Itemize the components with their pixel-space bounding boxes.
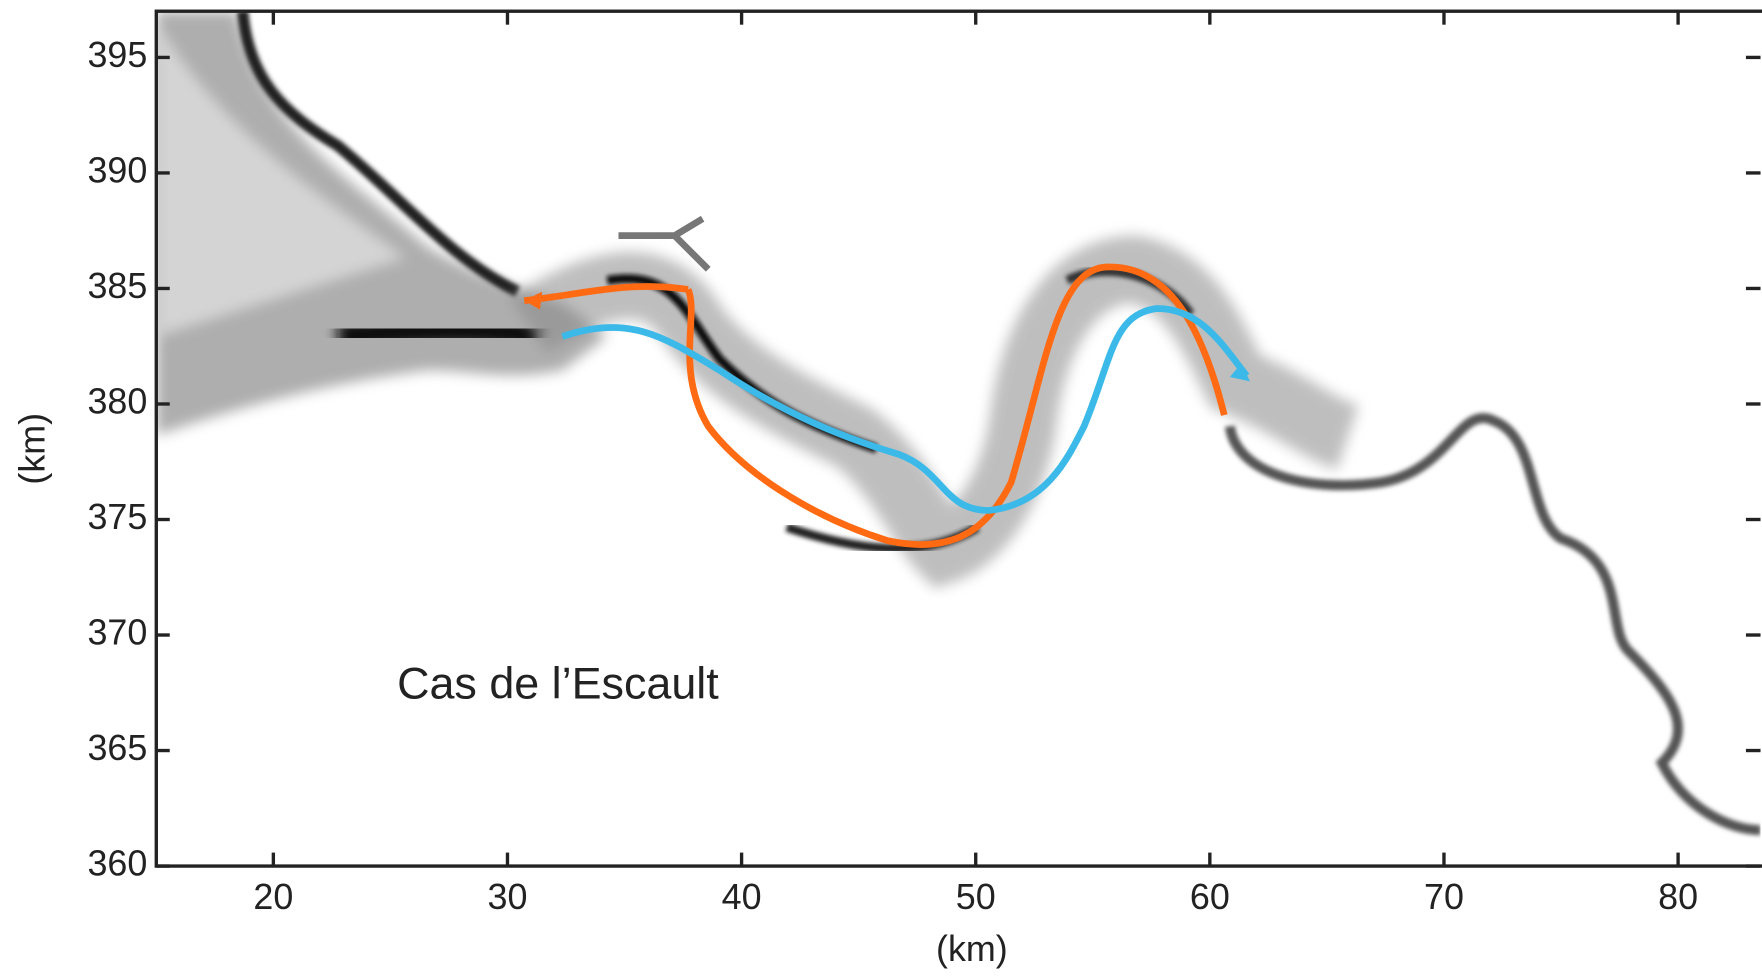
x-tick-label: 20 <box>253 877 293 917</box>
x-tick-label: 70 <box>1424 877 1464 917</box>
y-tick-label: 390 <box>87 150 147 190</box>
y-tick-label: 375 <box>87 497 147 537</box>
figure: Cas de l’Escault (km) (km) 20 30 40 50 60 70 8… <box>0 0 1762 976</box>
y-tick-label: 360 <box>87 844 147 884</box>
annotation: Cas de l’Escault <box>397 657 719 708</box>
y-tick-label: 380 <box>87 381 147 421</box>
x-tick-label: 60 <box>1190 877 1230 917</box>
x-tick-label: 80 <box>1658 877 1698 917</box>
y-tick-label: 385 <box>87 266 147 306</box>
y-tick-label: 370 <box>87 613 147 653</box>
y-axis-label: (km) <box>13 413 53 485</box>
y-tick-label: 395 <box>87 35 147 75</box>
x-axis-label: (km) <box>936 929 1008 969</box>
x-tick-label: 30 <box>488 877 528 917</box>
y-tick-label: 365 <box>87 728 147 768</box>
x-tick-label: 50 <box>956 877 996 917</box>
x-tick-label: 40 <box>722 877 762 917</box>
